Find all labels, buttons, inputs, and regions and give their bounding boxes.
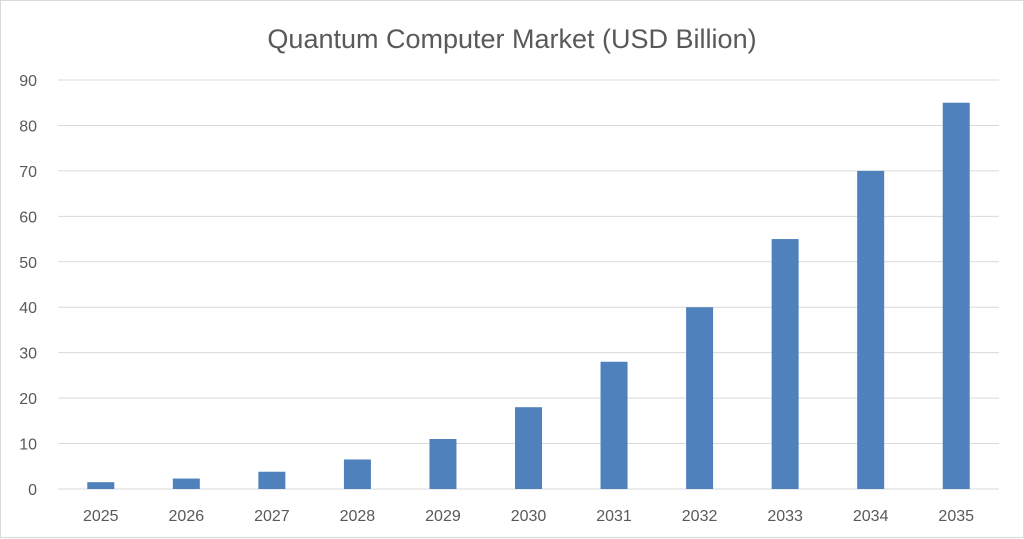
x-tick-label: 2026 bbox=[169, 508, 205, 525]
bar-2032 bbox=[686, 307, 714, 489]
x-tick-label: 2035 bbox=[938, 508, 974, 525]
x-tick-label: 2033 bbox=[767, 508, 803, 525]
y-axis-ticks: 0 10 20 30 40 50 60 70 80 90 bbox=[19, 73, 37, 499]
bar-2025 bbox=[87, 482, 115, 489]
bar-2029 bbox=[429, 439, 457, 489]
bar-2034 bbox=[857, 170, 885, 489]
gridlines bbox=[58, 79, 999, 490]
y-tick-label: 60 bbox=[19, 209, 37, 226]
bars bbox=[87, 102, 970, 489]
y-tick-label: 80 bbox=[19, 118, 37, 135]
x-tick-label: 2028 bbox=[340, 508, 376, 525]
bar-2030 bbox=[515, 407, 542, 489]
bar-2026 bbox=[172, 478, 200, 489]
x-tick-label: 2027 bbox=[254, 508, 290, 525]
x-tick-label: 2029 bbox=[425, 508, 461, 525]
x-tick-label: 2031 bbox=[596, 508, 632, 525]
y-tick-label: 20 bbox=[19, 391, 37, 408]
x-tick-label: 2032 bbox=[682, 508, 718, 525]
chart-title: Quantum Computer Market (USD Billion) bbox=[267, 24, 756, 54]
x-tick-label: 2030 bbox=[511, 508, 547, 525]
y-tick-label: 0 bbox=[28, 482, 37, 499]
y-tick-label: 10 bbox=[19, 437, 37, 454]
y-tick-label: 40 bbox=[19, 300, 37, 317]
y-tick-label: 90 bbox=[19, 73, 37, 90]
y-tick-label: 30 bbox=[19, 346, 37, 363]
bar-2035 bbox=[942, 102, 970, 489]
y-tick-label: 50 bbox=[19, 255, 37, 272]
y-tick-label: 70 bbox=[19, 164, 37, 181]
x-tick-label: 2025 bbox=[83, 508, 119, 525]
x-axis-ticks: 2025 2026 2027 2028 2029 2030 2031 2032 2033 2034… bbox=[83, 508, 974, 525]
x-tick-label: 2034 bbox=[853, 508, 889, 525]
bar-2027 bbox=[258, 471, 286, 489]
bar-2033 bbox=[771, 239, 799, 489]
bar-2028 bbox=[343, 459, 371, 489]
bar-2031 bbox=[600, 361, 628, 489]
